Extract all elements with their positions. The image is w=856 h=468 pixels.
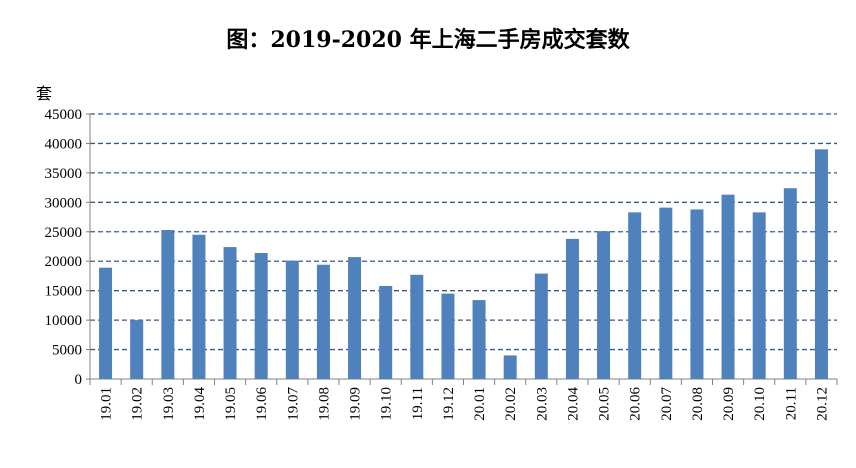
bar-20.11 — [783, 188, 797, 379]
y-tick-label-0: 0 — [75, 372, 83, 388]
bar-20.06 — [628, 212, 642, 379]
x-tick-label-19.08: 19.08 — [316, 387, 332, 421]
y-tick-label-4: 20000 — [45, 254, 83, 270]
bar-20.04 — [565, 238, 579, 379]
bar-19.05 — [223, 247, 237, 379]
bar-19.06 — [254, 252, 268, 379]
bar-19.10 — [379, 285, 393, 379]
bar-20.08 — [690, 209, 704, 379]
bar-19.04 — [192, 234, 206, 379]
x-tick-label-19.07: 19.07 — [285, 387, 301, 421]
x-tick-label-19.04: 19.04 — [192, 387, 208, 421]
x-tick-label-19.03: 19.03 — [161, 387, 177, 421]
bar-20.01 — [472, 300, 486, 379]
x-tick-label-20.06: 20.06 — [628, 387, 644, 421]
x-tick-label-19.12: 19.12 — [441, 387, 457, 421]
bar-19.12 — [441, 293, 455, 379]
x-tick-label-19.01: 19.01 — [99, 387, 115, 421]
y-tick-label-5: 25000 — [45, 225, 83, 241]
y-tick-label-6: 30000 — [45, 195, 83, 211]
bar-20.07 — [659, 207, 673, 379]
bar-20.05 — [597, 231, 611, 379]
x-tick-label-20.07: 20.07 — [659, 387, 675, 421]
y-tick-label-7: 35000 — [45, 166, 83, 182]
y-tick-label-8: 40000 — [45, 136, 83, 152]
chart-title: 图：2019-2020 年上海二手房成交套数 — [226, 27, 630, 53]
x-tick-label-20.10: 20.10 — [752, 387, 768, 421]
bar-20.02 — [503, 355, 517, 379]
bar-20.10 — [752, 212, 766, 379]
x-tick-label-20.03: 20.03 — [534, 387, 550, 421]
x-tick-label-20.08: 20.08 — [690, 387, 706, 421]
x-tick-label-20.01: 20.01 — [472, 387, 488, 421]
x-tick-label-19.10: 19.10 — [379, 387, 395, 421]
x-tick-label-20.04: 20.04 — [565, 387, 581, 421]
bar-19.07 — [285, 260, 299, 379]
bar-19.02 — [130, 320, 144, 379]
y-tick-label-2: 10000 — [45, 313, 83, 329]
bar-19.09 — [348, 257, 362, 379]
bar-19.01 — [99, 267, 113, 379]
y-axis-unit-label: 套 — [36, 84, 53, 103]
bar-20.03 — [534, 273, 548, 379]
y-tick-label-1: 5000 — [52, 343, 82, 359]
x-tick-label-20.05: 20.05 — [597, 387, 613, 421]
x-tick-label-20.12: 20.12 — [814, 387, 830, 421]
bar-19.08 — [316, 264, 330, 379]
x-tick-label-20.11: 20.11 — [783, 387, 799, 420]
x-tick-label-19.06: 19.06 — [254, 387, 270, 421]
x-tick-label-19.11: 19.11 — [410, 387, 426, 420]
bar-20.12 — [814, 149, 828, 379]
bar-20.09 — [721, 194, 735, 379]
bar-19.11 — [410, 274, 424, 379]
x-tick-label-19.02: 19.02 — [130, 387, 146, 421]
x-tick-label-19.05: 19.05 — [223, 387, 239, 421]
x-tick-label-20.09: 20.09 — [721, 387, 737, 421]
x-tick-label-20.02: 20.02 — [503, 387, 519, 421]
y-tick-label-9: 45000 — [45, 107, 83, 123]
y-tick-label-3: 15000 — [45, 284, 83, 300]
bar-19.03 — [161, 230, 175, 379]
x-tick-label-19.09: 19.09 — [348, 387, 364, 421]
